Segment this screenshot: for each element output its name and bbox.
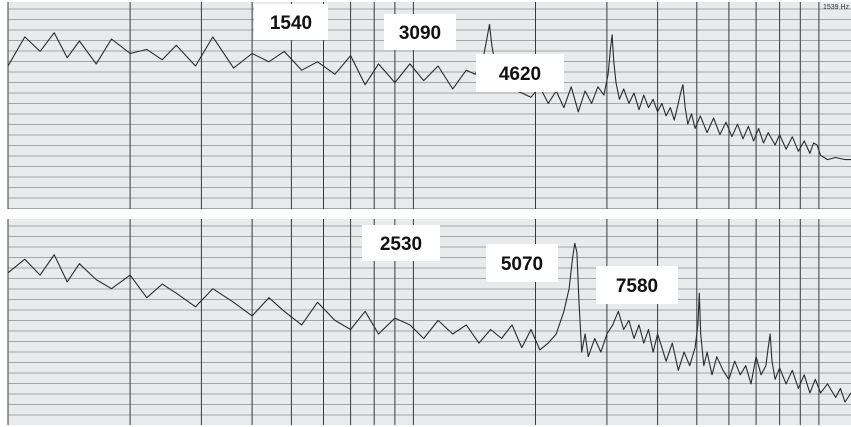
peak-label-text: 7580 bbox=[616, 276, 658, 297]
peak-label: 5070 bbox=[486, 244, 558, 282]
peak-label-text: 3090 bbox=[399, 23, 441, 44]
bottom-vertical-gridlines bbox=[7, 219, 820, 425]
peak-label: 7580 bbox=[596, 266, 678, 304]
peak-label-text: 5070 bbox=[501, 254, 543, 275]
peak-label-box bbox=[486, 244, 558, 282]
top-corner-readout: 1539 Hz bbox=[823, 4, 850, 11]
peak-label: 4620 bbox=[476, 54, 564, 92]
top-peak-labels: 1540 3090 4620 bbox=[254, 4, 564, 92]
top-spectrum-panel: 1540 3090 4620 1539 Hz bbox=[7, 2, 851, 209]
bottom-peak-labels: 2530 5070 7580 bbox=[362, 225, 678, 304]
bottom-spectrum-trace bbox=[7, 242, 851, 403]
peak-label-box bbox=[596, 266, 678, 304]
peak-label: 1540 bbox=[254, 4, 328, 40]
peak-label-box bbox=[254, 4, 328, 40]
peak-label: 3090 bbox=[384, 14, 456, 50]
peak-label-text: 1540 bbox=[270, 13, 312, 34]
peak-label: 2530 bbox=[362, 225, 440, 261]
bottom-spectrum-panel: 2530 5070 7580 bbox=[7, 219, 851, 425]
peak-label-box bbox=[362, 225, 440, 261]
bottom-horizontal-gridlines bbox=[8, 225, 851, 416]
peak-label-text: 4620 bbox=[499, 64, 541, 85]
top-spectrum-trace bbox=[7, 23, 851, 161]
peak-label-box bbox=[384, 14, 456, 50]
top-vertical-gridlines bbox=[7, 2, 820, 209]
peak-label-text: 2530 bbox=[380, 234, 422, 255]
top-horizontal-gridlines bbox=[8, 8, 851, 209]
peak-label-box bbox=[476, 54, 564, 92]
